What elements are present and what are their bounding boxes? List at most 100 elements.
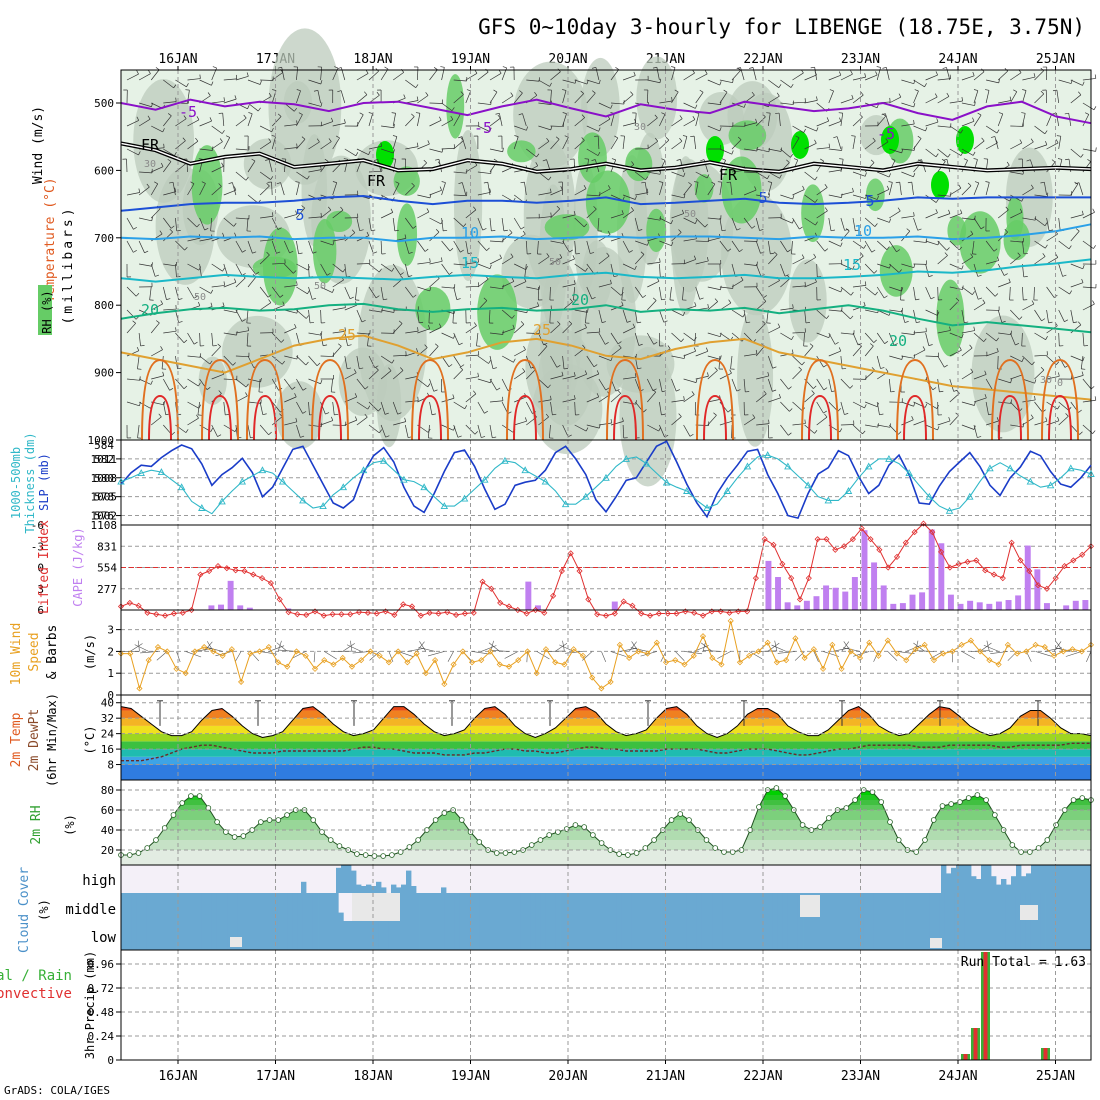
wind-barb <box>949 415 959 426</box>
wind-barb <box>707 102 721 105</box>
wind-barb <box>763 390 767 395</box>
cloud-bar-low <box>211 921 218 950</box>
wind-barb <box>707 370 718 380</box>
wind-barb <box>211 100 225 104</box>
surface-wind-barb <box>427 651 445 657</box>
wind-barb <box>489 217 492 231</box>
wind-barb <box>913 309 917 323</box>
wind-barb <box>211 166 224 173</box>
wind-barb <box>615 66 619 70</box>
cloud-bar-low <box>136 921 142 950</box>
wind-barb <box>536 153 540 158</box>
wind-barb <box>970 230 974 235</box>
wind-barb <box>1081 210 1084 215</box>
wind-barb <box>210 217 213 231</box>
wind-barb <box>183 339 188 343</box>
cloud-bar-low <box>126 921 132 950</box>
wind-barb <box>393 149 395 154</box>
wind-barb <box>138 401 151 409</box>
wind-barb <box>707 372 709 377</box>
wind-barb <box>898 269 902 273</box>
wind-barb <box>1058 136 1062 150</box>
rh-shade-cell <box>721 193 793 316</box>
wind-barb <box>368 286 377 299</box>
wind-barb <box>630 207 634 211</box>
wind-barb <box>545 413 549 418</box>
wind-barb <box>373 251 378 254</box>
wind-barb <box>271 416 283 426</box>
wind-speed-marker <box>385 659 392 666</box>
cloud-gap <box>800 895 820 917</box>
cloud-bar-middle <box>742 893 748 921</box>
wind-barb <box>1045 140 1048 145</box>
wind-barb <box>513 136 519 150</box>
wind-barb <box>549 424 551 438</box>
lifted-index-marker <box>1035 582 1042 589</box>
wind-barb <box>994 293 999 297</box>
wind-barb <box>1070 230 1080 242</box>
wind-barb <box>810 66 815 69</box>
cloud-bar-low <box>550 921 556 950</box>
cloud-bar-middle <box>707 893 713 921</box>
lifted-index-marker <box>259 575 266 582</box>
cloud-bar-middle <box>489 893 496 921</box>
wind-barb <box>259 424 269 436</box>
wind-barb <box>375 295 380 299</box>
wind-barb <box>332 307 346 311</box>
wind-barb <box>610 286 622 296</box>
wind-barb <box>583 185 587 189</box>
wind-barb <box>606 252 610 257</box>
wind-barb <box>607 185 611 189</box>
thickness-marker <box>238 477 247 485</box>
cloud-bar-high <box>1041 865 1047 893</box>
cloud-bar-low <box>707 921 713 950</box>
cloud-bar-middle <box>782 893 789 921</box>
wind-barb <box>749 67 754 69</box>
wind-barb <box>1010 212 1023 219</box>
lifted-index-marker <box>585 596 592 603</box>
wind-barb <box>721 229 726 232</box>
cloud-bar-low <box>318 921 324 950</box>
wind-barb <box>489 264 492 269</box>
wind-barb <box>538 378 549 389</box>
cape-tick-label: 554 <box>97 562 117 575</box>
wind-barb <box>876 355 881 369</box>
wind-barb <box>874 223 878 227</box>
wind-barb <box>767 378 773 392</box>
wind-barb <box>913 79 925 88</box>
cloud-bar-high <box>971 876 977 893</box>
wind-barb <box>997 209 1009 219</box>
wind-speed-marker <box>284 663 291 670</box>
cloud-bar-middle <box>449 893 455 921</box>
cloud-bar-low <box>868 921 875 950</box>
wind-barb <box>767 181 772 183</box>
wind-barb <box>699 297 704 300</box>
cloud-bar-middle <box>171 893 177 921</box>
cloud-bar-middle <box>287 893 294 921</box>
wind-barb <box>755 345 765 357</box>
wind-barb <box>823 410 827 414</box>
wind-barb <box>457 435 462 438</box>
cloud-bar-low <box>373 921 380 950</box>
wind-barb <box>792 195 795 200</box>
wind-barb <box>266 182 270 187</box>
rh-shade-cell <box>737 307 774 447</box>
cloud-bar-middle <box>656 893 662 921</box>
wind-barb <box>395 181 400 184</box>
wind-barb <box>501 309 513 319</box>
wind-barb <box>755 217 760 231</box>
wind-barb <box>405 330 419 334</box>
cape-bar <box>823 585 830 610</box>
wind-barb <box>574 217 585 228</box>
wind-barb <box>234 278 237 283</box>
wind-barb <box>368 94 380 104</box>
wind-barb <box>683 184 692 196</box>
lifted-index-marker <box>867 536 874 543</box>
date-label-top: 19JAN <box>451 52 490 67</box>
cloud-bar-high <box>1086 865 1092 893</box>
wind-barb <box>174 187 177 192</box>
wind-barb <box>308 79 321 85</box>
cloud-bar-low <box>232 921 238 950</box>
isotherm-warm-loop <box>208 394 232 441</box>
wind-barb <box>417 309 420 323</box>
